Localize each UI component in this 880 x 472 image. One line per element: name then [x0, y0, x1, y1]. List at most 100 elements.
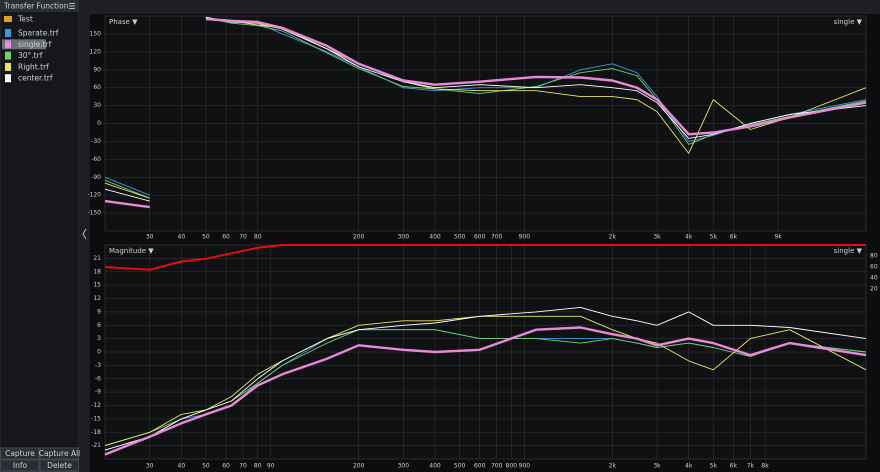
y-tick-label: -60 — [91, 156, 101, 163]
selected-row — [2, 39, 46, 50]
y-tick-label: 21 — [93, 255, 101, 262]
trace — [104, 315, 867, 447]
y-tick-label: 9 — [97, 308, 101, 315]
y2-tick-label: 60 — [870, 264, 878, 271]
x-tick-label: 4k — [685, 234, 693, 241]
y-tick-label: 90 — [93, 66, 101, 73]
x-tick-label: 600 — [474, 234, 486, 241]
sidebar: Transfer Function Test Sparate.trf single… — [0, 0, 80, 472]
x-tick-label: 6k — [730, 463, 738, 470]
y-tick-label: 15 — [93, 282, 101, 289]
y2-tick-label: 40 — [870, 275, 878, 282]
file-name[interactable]: 30°.trf — [18, 51, 43, 60]
y2-tick-label: 20 — [870, 286, 878, 293]
folder-icon — [4, 16, 12, 22]
file-name[interactable]: Right.trf — [18, 62, 49, 71]
y-tick-label: 0 — [97, 349, 101, 356]
sidebar-header — [0, 0, 79, 12]
y-tick-label: 3 — [97, 335, 101, 342]
x-tick-label: 7k — [747, 463, 755, 470]
x-tick-label: 80 — [254, 463, 262, 470]
button-label[interactable]: Info — [13, 461, 28, 470]
button[interactable] — [0, 447, 40, 460]
x-tick-label: 900 — [519, 234, 531, 241]
x-tick-label: 8k — [761, 463, 769, 470]
file-icon — [5, 62, 11, 71]
x-tick-label: 5k — [710, 234, 718, 241]
x-tick-label: 30 — [146, 234, 154, 241]
x-tick-label: 900 — [519, 463, 531, 470]
y-tick-label: 6 — [97, 322, 101, 329]
y-tick-label: 150 — [90, 30, 102, 37]
plot-mode[interactable]: single ▼ — [834, 247, 863, 255]
x-tick-label: 200 — [353, 234, 365, 241]
x-tick-label: 80 — [254, 234, 262, 241]
y-tick-label: 60 — [93, 84, 101, 91]
x-tick-label: 40 — [178, 234, 186, 241]
y-tick-label: -15 — [91, 415, 101, 422]
button[interactable] — [39, 447, 79, 460]
x-tick-label: 400 — [429, 463, 441, 470]
y-tick-label: 30 — [93, 102, 101, 109]
x-tick-label: 30 — [146, 463, 154, 470]
x-tick-label: 40 — [178, 463, 186, 470]
x-tick-label: 800 — [506, 463, 518, 470]
x-tick-label: 90 — [267, 463, 275, 470]
file-name[interactable]: single.trf — [18, 40, 52, 49]
x-tick-label: 70 — [239, 463, 247, 470]
x-tick-label: 2k — [609, 463, 617, 470]
file-icon — [5, 29, 11, 37]
x-tick-label: 500 — [454, 463, 466, 470]
y-tick-label: 12 — [93, 295, 101, 302]
x-tick-label: 3k — [653, 234, 661, 241]
y-tick-label: 18 — [93, 268, 101, 275]
collapse-arrow[interactable] — [82, 228, 87, 240]
button-label[interactable]: Capture All — [39, 449, 81, 458]
y-tick-label: -120 — [87, 192, 101, 199]
button[interactable] — [0, 459, 40, 472]
folder-name[interactable]: Test — [17, 15, 33, 24]
file-name[interactable]: Sparate.trf — [18, 29, 59, 38]
sidebar-panel — [0, 0, 80, 472]
y-tick-label: -30 — [91, 138, 101, 145]
sidebar-title: Transfer Function — [3, 2, 69, 11]
button-label[interactable]: Delete — [47, 461, 72, 470]
y-tick-label: -3 — [95, 362, 101, 369]
splitter[interactable] — [80, 0, 90, 472]
y-tick-label: -6 — [95, 375, 101, 382]
x-tick-label: 700 — [491, 463, 503, 470]
x-tick-label: 9k — [774, 234, 782, 241]
button-label[interactable]: Capture — [5, 449, 35, 458]
x-tick-label: 400 — [429, 234, 441, 241]
file-name[interactable]: center.trf — [18, 74, 53, 83]
x-tick-label: 50 — [202, 463, 210, 470]
y-tick-label: -90 — [91, 174, 101, 181]
x-tick-label: 600 — [474, 463, 486, 470]
x-tick-label: 6k — [730, 234, 738, 241]
button[interactable] — [39, 459, 79, 472]
y-tick-label: 120 — [90, 48, 102, 55]
y2-tick-label: 80 — [870, 253, 878, 260]
x-tick-label: 3k — [653, 463, 661, 470]
y-tick-label: -21 — [91, 442, 101, 449]
x-tick-label: 60 — [222, 463, 230, 470]
y-tick-label: -12 — [91, 402, 101, 409]
x-tick-label: 70 — [239, 234, 247, 241]
menu-icon[interactable] — [69, 3, 75, 9]
file-icon — [5, 74, 11, 83]
file-icon — [5, 51, 11, 60]
y-tick-label: -9 — [95, 389, 101, 396]
x-tick-label: 300 — [398, 234, 410, 241]
trace — [104, 306, 867, 451]
file-icon — [5, 40, 11, 49]
x-tick-label: 200 — [353, 463, 365, 470]
x-tick-label: 300 — [398, 463, 410, 470]
plot-mode[interactable]: single ▼ — [834, 18, 863, 26]
x-tick-label: 5k — [710, 463, 718, 470]
plot-title[interactable]: Magnitude ▼ — [109, 247, 154, 255]
x-tick-label: 500 — [454, 234, 466, 241]
x-tick-label: 700 — [491, 234, 503, 241]
toolbar — [90, 0, 880, 14]
plot-title[interactable]: Phase ▼ — [109, 18, 138, 26]
